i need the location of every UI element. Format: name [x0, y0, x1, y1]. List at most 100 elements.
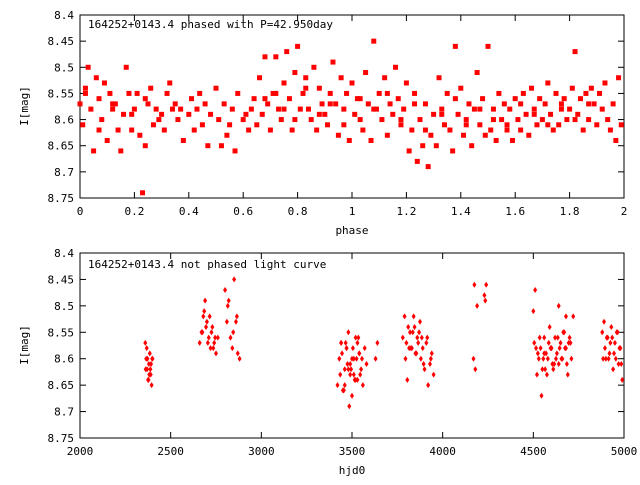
data-point: [610, 334, 615, 341]
data-point: [499, 117, 505, 123]
data-point: [422, 366, 427, 373]
x-tick-label: 0.6: [233, 205, 253, 218]
data-point: [572, 49, 578, 55]
data-point: [270, 90, 276, 96]
data-points: [143, 276, 625, 410]
data-point: [591, 101, 597, 107]
data-point: [619, 361, 624, 367]
data-point: [349, 80, 355, 86]
data-point: [110, 101, 116, 107]
data-point: [342, 366, 347, 373]
data-point: [355, 339, 360, 346]
data-point: [471, 355, 476, 362]
y-tick-label: 8.45: [48, 35, 75, 48]
data-point: [569, 355, 574, 362]
data-point: [201, 313, 206, 320]
data-point: [482, 292, 487, 299]
data-point: [276, 106, 282, 112]
x-axis-label: hjd0: [339, 464, 366, 477]
data-point: [351, 371, 356, 378]
data-point: [482, 132, 488, 138]
data-point: [353, 376, 358, 383]
data-point: [376, 90, 382, 96]
data-point: [339, 339, 344, 346]
data-point: [364, 361, 369, 367]
data-point: [543, 366, 548, 373]
data-point: [565, 371, 570, 378]
y-tick-label: 8.7: [54, 166, 74, 179]
data-point: [428, 132, 434, 138]
data-point: [284, 49, 290, 55]
data-point: [605, 117, 611, 123]
data-point: [345, 361, 350, 367]
chart-title: 164252+0143.4 phased with P=42.950day: [88, 18, 333, 31]
data-point: [88, 106, 94, 112]
data-point: [412, 101, 418, 107]
data-point: [359, 366, 364, 373]
data-point: [335, 132, 341, 138]
data-point: [424, 339, 429, 346]
x-tick-label: 2000: [67, 445, 94, 458]
data-point: [322, 111, 328, 117]
data-point: [558, 106, 564, 112]
data-point: [512, 96, 518, 102]
data-point: [602, 318, 607, 325]
data-point: [518, 101, 524, 107]
data-point: [597, 90, 603, 96]
data-point: [452, 43, 458, 49]
data-point: [556, 361, 561, 367]
y-tick-label: 8.6: [54, 114, 74, 127]
data-point: [77, 101, 83, 107]
data-point: [603, 355, 608, 362]
data-point: [289, 127, 295, 133]
data-point: [410, 329, 415, 336]
data-point: [406, 324, 411, 330]
data-point: [504, 127, 510, 133]
data-point: [281, 106, 287, 112]
data-point: [472, 281, 477, 288]
data-point: [121, 111, 127, 117]
data-point: [406, 148, 412, 154]
data-point: [412, 324, 417, 330]
data-point: [204, 324, 209, 330]
x-tick-label: 1.2: [396, 205, 416, 218]
data-point: [340, 350, 345, 357]
data-point: [147, 350, 152, 357]
y-tick-label: 8.65: [48, 140, 75, 153]
data-point: [613, 355, 618, 362]
data-point: [412, 90, 418, 96]
data-point: [504, 122, 510, 128]
data-point: [175, 117, 181, 123]
data-point: [229, 106, 235, 112]
data-point: [433, 143, 439, 149]
x-tick-label: 3000: [248, 445, 275, 458]
data-point: [526, 132, 532, 138]
data-point: [398, 117, 404, 123]
x-axis-ticks: 0 0.2 0.4 0.6 0.8 1 1.2 1.4 1.6 1.8 2: [77, 15, 628, 218]
data-point: [221, 101, 227, 107]
data-point: [477, 106, 483, 112]
x-tick-label: 2: [621, 205, 628, 218]
data-point: [610, 101, 616, 107]
data-point: [484, 281, 489, 288]
data-point: [338, 75, 344, 81]
data-point: [609, 324, 614, 330]
data-point: [384, 90, 390, 96]
data-point: [375, 339, 380, 346]
data-point: [346, 137, 352, 143]
data-point: [237, 355, 242, 362]
x-tick-label: 0.2: [124, 205, 144, 218]
data-point: [214, 350, 218, 357]
data-point: [292, 70, 298, 76]
data-point: [211, 345, 216, 352]
x-tick-label: 4500: [520, 445, 547, 458]
data-point: [99, 117, 105, 123]
x-tick-label: 5000: [611, 445, 638, 458]
data-point: [393, 64, 399, 70]
y-axis-label: I[mag]: [18, 325, 31, 365]
data-point: [118, 148, 124, 154]
data-point: [612, 350, 617, 357]
data-point: [474, 70, 480, 76]
data-point: [564, 361, 569, 367]
data-point: [316, 85, 322, 91]
